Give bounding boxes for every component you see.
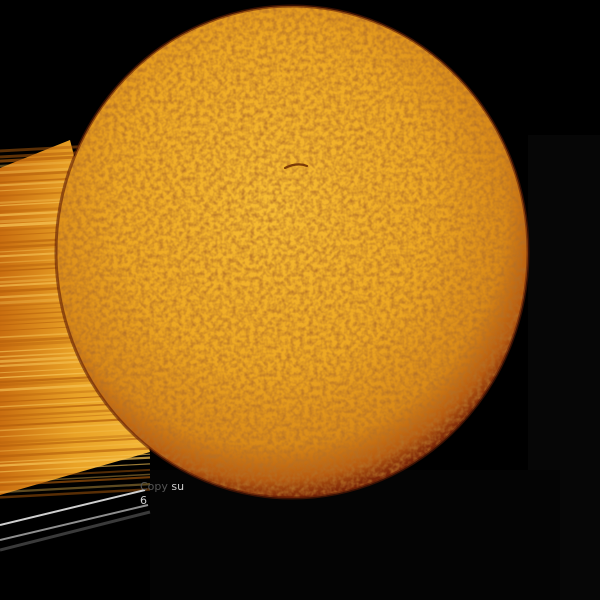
caption-copy: Copy	[140, 480, 168, 493]
streak-line	[0, 476, 151, 487]
caption-su: su	[171, 480, 185, 493]
streak-line	[0, 482, 151, 494]
streak-line	[0, 463, 151, 473]
streak-line	[0, 456, 151, 467]
streak-line	[0, 428, 151, 438]
streak-line	[0, 433, 151, 444]
streak-line	[0, 488, 151, 499]
caption-line-2: 6	[140, 494, 147, 507]
sunspot	[283, 163, 309, 170]
streak-line	[0, 453, 151, 463]
streak-line	[0, 437, 151, 448]
edge-lines	[0, 489, 151, 552]
dark-panel-bottom	[150, 470, 560, 600]
photo-caption: Copy su 6	[140, 480, 184, 508]
streak-line	[0, 473, 151, 484]
streak-line	[0, 468, 151, 479]
caption-line-1: Copy su	[140, 480, 184, 494]
streak-line	[0, 442, 151, 452]
streak-line	[0, 447, 151, 458]
sun-disk	[54, 4, 530, 500]
